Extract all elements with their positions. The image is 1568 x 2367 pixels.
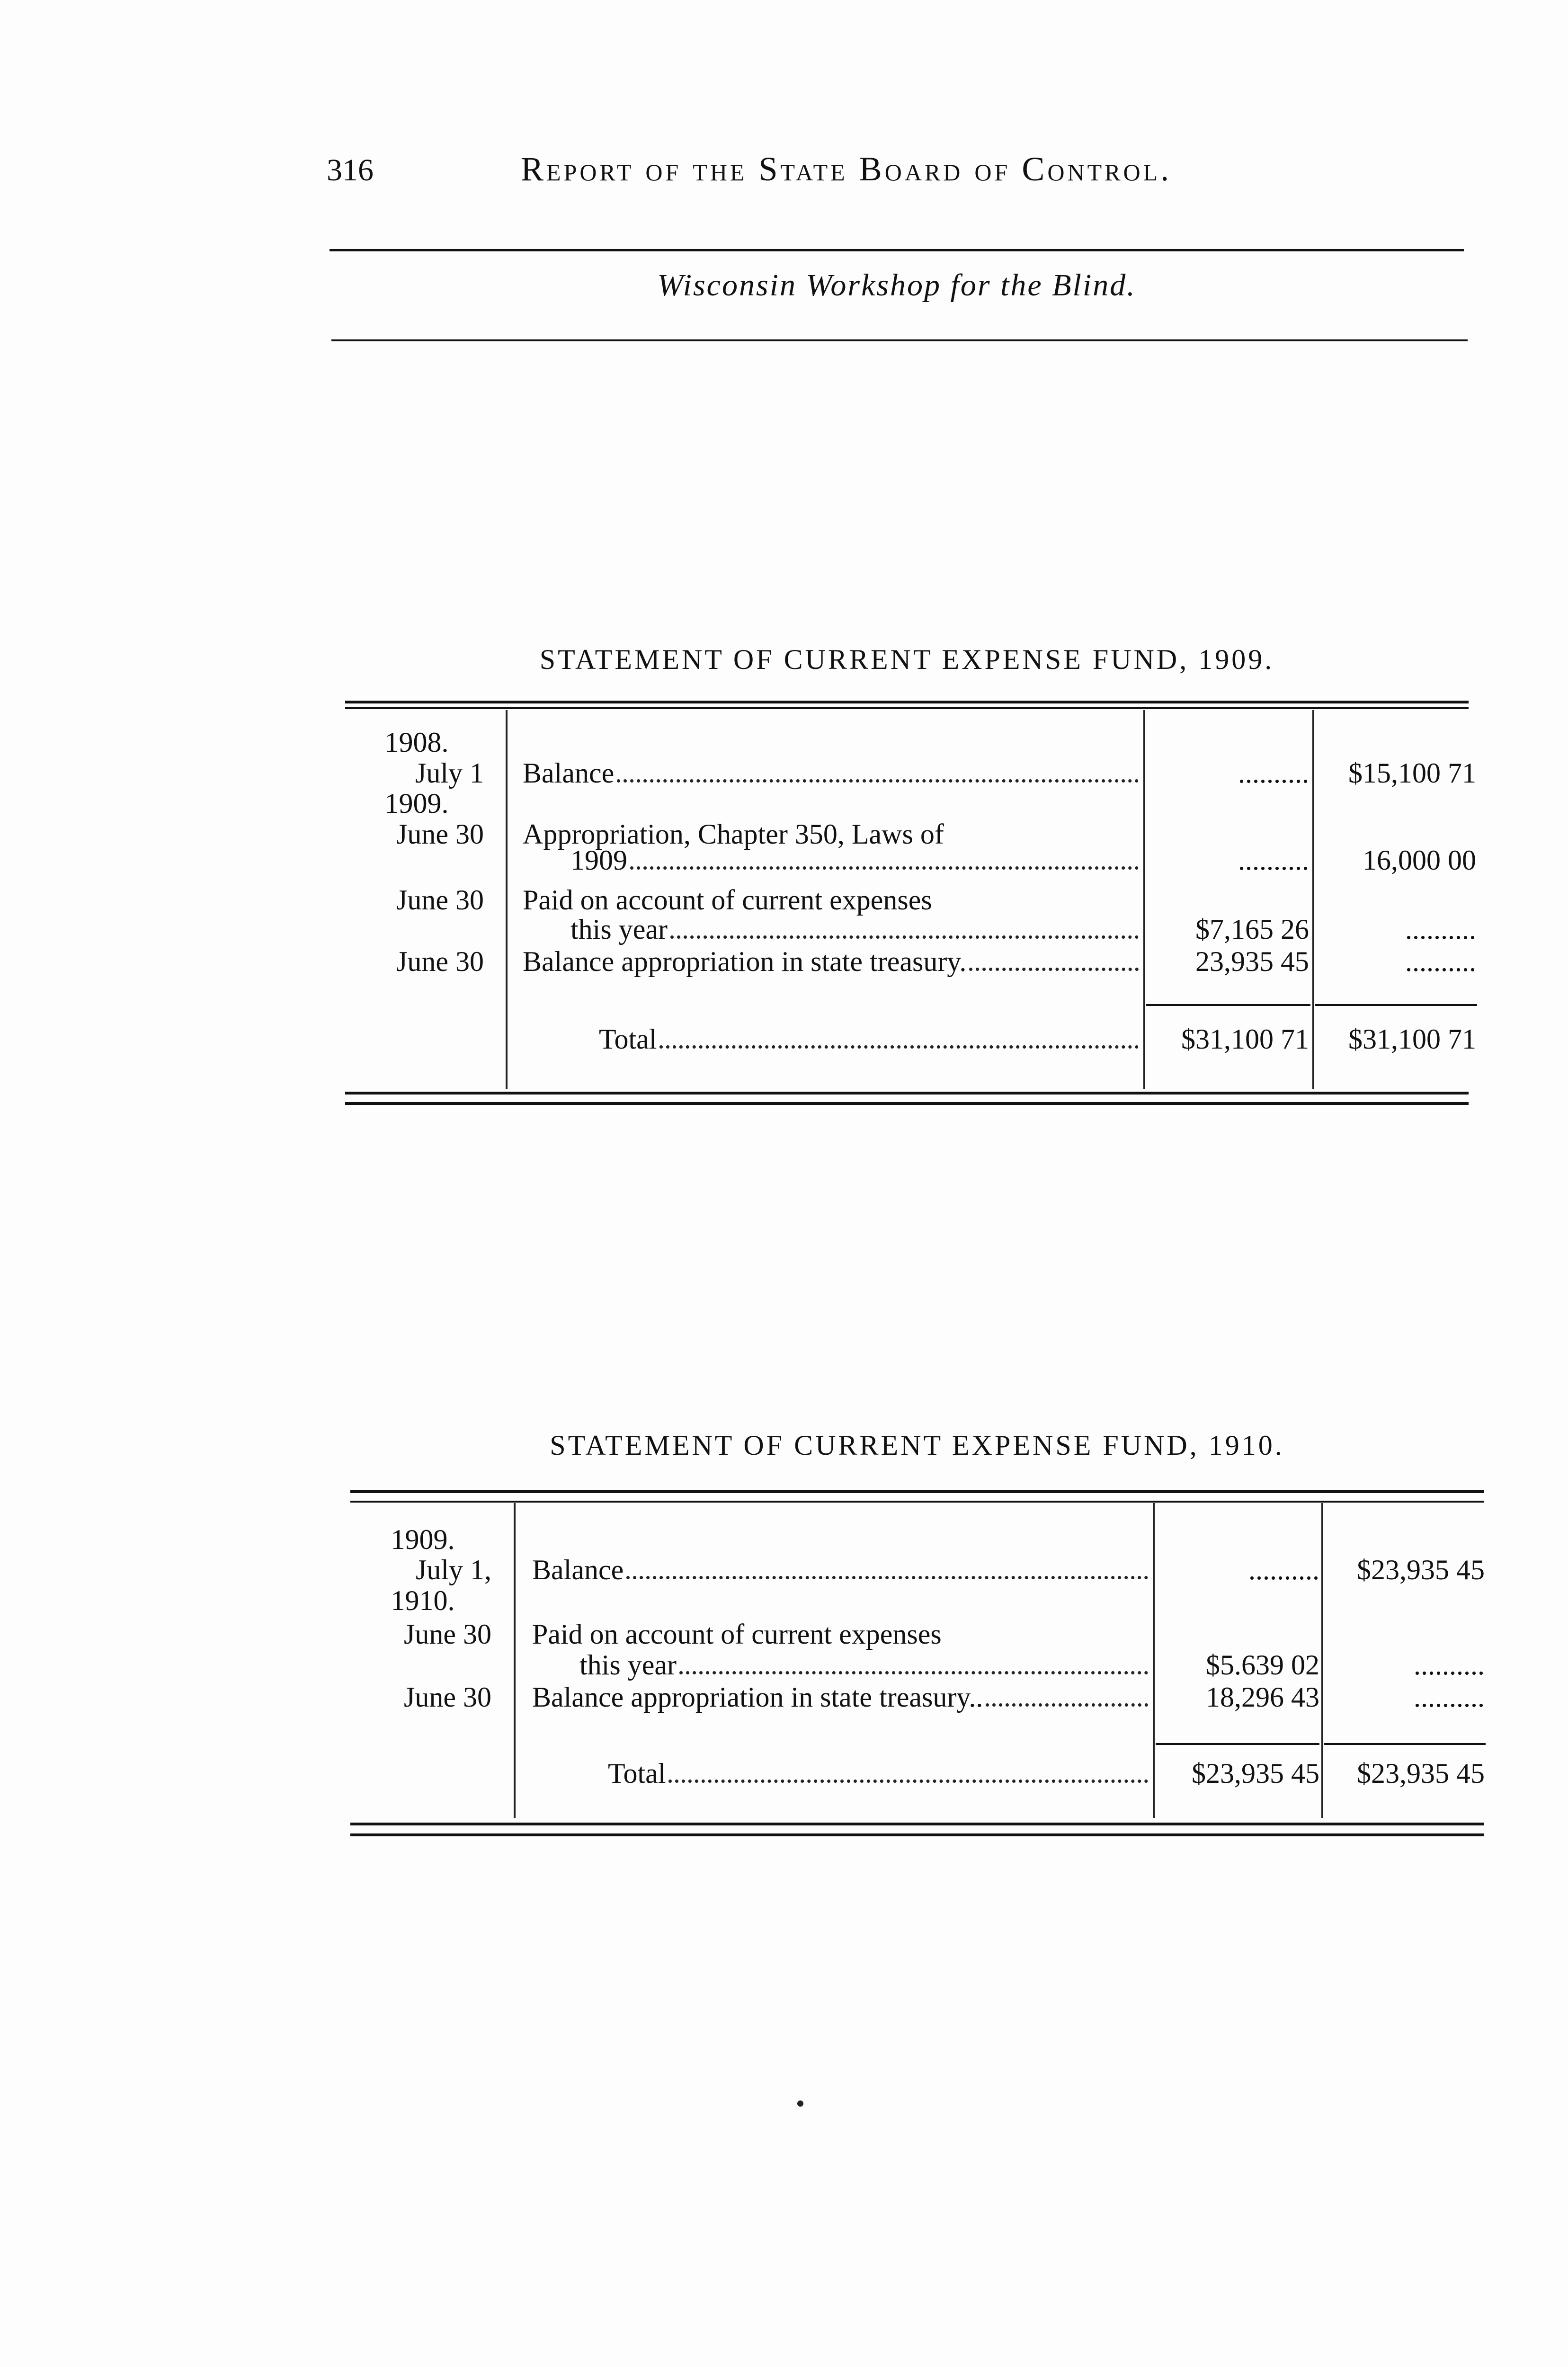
total-col1: $23,935 45 <box>1192 1758 1319 1789</box>
amount-col1: .......... <box>1238 757 1309 789</box>
dot-leader <box>668 1780 1148 1783</box>
amount-col2: .......... <box>1414 1649 1485 1681</box>
year-label: 1910. <box>391 1585 455 1616</box>
page-number: 316 <box>327 153 374 187</box>
dot-leader <box>630 866 1139 870</box>
table-bottom-rule <box>345 1092 1469 1095</box>
sum-rule <box>1156 1743 1319 1745</box>
dot-leader <box>659 1045 1139 1049</box>
column-divider <box>1153 1503 1155 1818</box>
total-col2: $23,935 45 <box>1357 1758 1485 1789</box>
sum-rule <box>1315 1004 1477 1006</box>
table-bottom-rule <box>350 1823 1484 1825</box>
document-page: 316 Report of the State Board of Control… <box>327 150 1486 2107</box>
description-cell: Paid on account of current expenses <box>523 883 1139 917</box>
table-title: STATEMENT OF CURRENT EXPENSE FUND, 1910. <box>550 1430 1284 1461</box>
dot-leader <box>986 1703 1148 1707</box>
table-top-rule <box>345 701 1469 703</box>
table-top-rule <box>345 707 1469 709</box>
description-cell: Balance <box>523 756 1139 790</box>
year-label: 1909. <box>384 788 449 819</box>
column-divider <box>506 710 508 1089</box>
description-cell: 1909 <box>570 844 1139 877</box>
date-cell: June 30 <box>396 946 484 977</box>
amount-col1: .......... <box>1238 845 1309 876</box>
total-label: Total <box>608 1758 666 1789</box>
description-cell: Appropriation, Chapter 350, Laws of <box>523 818 1139 851</box>
amount-col1: 23,935 45 <box>1195 946 1309 977</box>
description-text: Balance <box>523 757 615 789</box>
year-label: 1909. <box>391 1524 455 1555</box>
date-cell: June 30 <box>404 1682 491 1713</box>
column-divider <box>514 1503 516 1818</box>
running-title: Report of the State Board of Control. <box>521 150 1172 188</box>
date-cell: June 30 <box>396 884 484 916</box>
table-bottom-rule <box>350 1833 1484 1836</box>
amount-col1: $7,165 26 <box>1195 914 1309 945</box>
dot-leader <box>969 968 1139 971</box>
description-text: Balance appropriation in state treasury. <box>523 946 967 977</box>
description-text: Balance <box>532 1554 624 1585</box>
date-cell: June 30 <box>404 1619 491 1650</box>
dot-leader <box>679 1671 1148 1674</box>
description-text: 1909 <box>570 845 627 876</box>
amount-col1: $5.639 02 <box>1206 1649 1319 1681</box>
description-text: this year <box>579 1649 677 1681</box>
header-rule-bottom <box>331 339 1468 341</box>
date-cell: June 30 <box>396 819 484 850</box>
amount-col2: .......... <box>1414 1682 1485 1713</box>
amount-col1: 18,296 43 <box>1206 1682 1319 1713</box>
amount-col2: .......... <box>1405 914 1476 945</box>
description-text: Paid on account of current expenses <box>523 884 932 916</box>
date-cell: July 1 <box>415 757 484 789</box>
total-label-cell: Total <box>608 1757 1148 1790</box>
column-divider <box>1321 1503 1323 1818</box>
table-bottom-rule <box>345 1102 1469 1105</box>
description-cell: this year <box>579 1648 1148 1682</box>
description-text: Appropriation, Chapter 350, Laws of <box>523 819 944 850</box>
description-cell: this year <box>570 913 1139 946</box>
dot-leader <box>670 935 1139 939</box>
column-divider <box>1312 710 1314 1089</box>
table-top-rule <box>350 1501 1484 1503</box>
table-title: STATEMENT OF CURRENT EXPENSE FUND, 1909. <box>539 644 1274 675</box>
sum-rule <box>1324 1743 1486 1745</box>
date-cell: July 1, <box>415 1554 491 1585</box>
amount-col2: $23,935 45 <box>1357 1554 1485 1585</box>
amount-col2: 16,000 00 <box>1363 845 1476 876</box>
section-title: Wisconsin Workshop for the Blind. <box>657 268 1136 303</box>
total-col1: $31,100 71 <box>1181 1023 1309 1055</box>
total-label: Total <box>599 1023 657 1055</box>
column-divider <box>1143 710 1145 1089</box>
total-label-cell: Total <box>599 1023 1139 1056</box>
description-cell: Balance <box>532 1553 1148 1586</box>
amount-col2: .......... <box>1405 946 1476 977</box>
ink-dot <box>797 2100 803 2107</box>
description-cell: Balance appropriation in state treasury. <box>523 945 1139 978</box>
description-cell: Balance appropriation in state treasury.… <box>532 1681 1148 1714</box>
description-cell: Paid on account of current expenses <box>532 1618 1148 1651</box>
total-col2: $31,100 71 <box>1348 1023 1476 1055</box>
year-label: 1908. <box>384 727 449 758</box>
description-text: Balance appropriation in state treasury.… <box>532 1682 983 1713</box>
amount-col2: $15,100 71 <box>1348 757 1476 789</box>
dot-leader <box>626 1576 1148 1579</box>
dot-leader <box>617 779 1139 783</box>
sum-rule <box>1146 1004 1310 1006</box>
description-text: Paid on account of current expenses <box>532 1619 942 1650</box>
header-rule-top <box>330 249 1464 251</box>
table-top-rule <box>350 1490 1484 1493</box>
amount-col1: .......... <box>1248 1554 1319 1585</box>
description-text: this year <box>570 914 668 945</box>
